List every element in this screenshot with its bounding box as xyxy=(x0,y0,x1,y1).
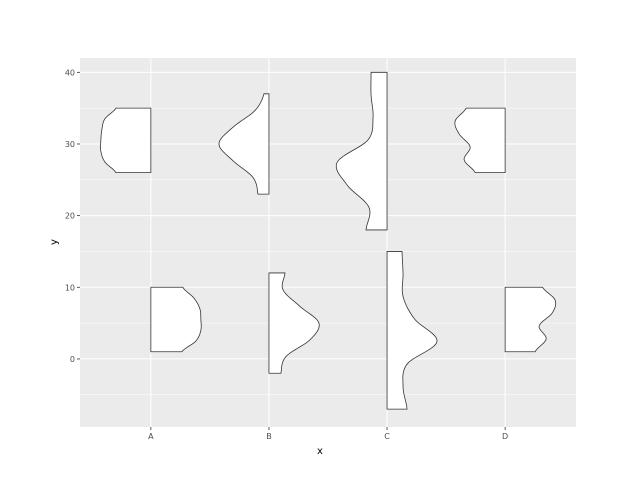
y-tick-label: 20 xyxy=(65,212,75,221)
y-axis-title: y xyxy=(49,239,60,245)
violin-A-lower xyxy=(150,286,202,353)
violin-D-upper xyxy=(454,107,506,174)
violin-C-upper xyxy=(335,71,388,231)
violins-layer xyxy=(100,71,557,410)
y-tick-label: 40 xyxy=(65,68,75,77)
violin-C-lower xyxy=(386,251,438,410)
violin-B-upper xyxy=(218,93,270,195)
y-tick-label: 0 xyxy=(70,355,75,364)
violin-B-lower xyxy=(268,272,320,374)
y-axis: 0 10 20 30 40 xyxy=(65,68,80,364)
y-tick-label: 30 xyxy=(65,140,75,149)
major-grid xyxy=(80,58,576,427)
x-axis: A B C D xyxy=(148,427,508,441)
x-tick-label: D xyxy=(502,432,508,441)
x-axis-title: x xyxy=(317,446,323,457)
x-tick-label: C xyxy=(384,432,390,441)
violin-D-lower xyxy=(504,286,557,353)
violin-A-upper xyxy=(100,107,152,174)
x-tick-label: B xyxy=(266,432,272,441)
x-tick-label: A xyxy=(148,432,154,441)
y-tick-label: 10 xyxy=(65,283,75,292)
